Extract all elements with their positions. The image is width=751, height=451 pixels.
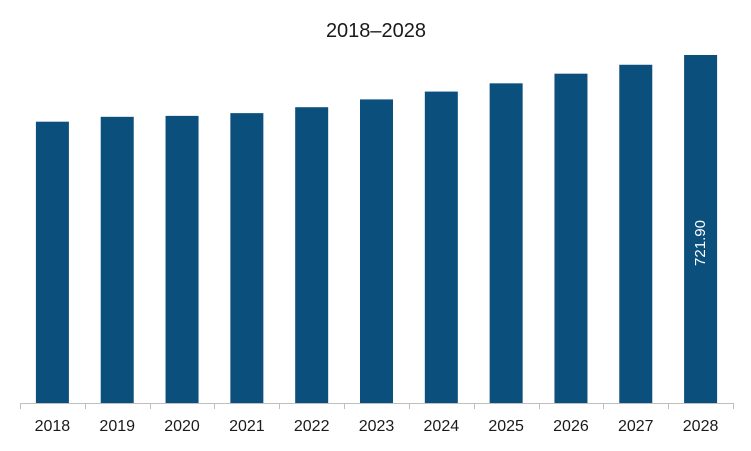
data-labels-group: 721.90 [692,220,709,266]
x-tick-label-2027: 2027 [618,418,654,435]
bar-2025 [489,83,523,404]
bar-2024 [424,91,458,404]
bar-2019 [100,116,134,404]
x-axis-ticks [20,403,734,409]
x-tick-label-2025: 2025 [488,418,524,435]
bar-2020 [165,115,199,403]
x-tick-label-2024: 2024 [424,418,460,435]
bar-2021 [230,113,264,404]
x-tick-label-2026: 2026 [553,418,589,435]
x-tick-label-2028: 2028 [683,418,719,435]
bar-2028 [684,55,718,403]
bar-2027 [619,64,653,403]
data-label-2028: 721.90 [692,220,709,266]
bars-group [35,55,718,404]
bar-2026 [554,73,588,404]
x-tick-label-2023: 2023 [359,418,395,435]
bar-2023 [360,99,393,404]
x-tick-label-2021: 2021 [229,418,265,435]
chart-title: 2018–2028 [326,20,426,42]
x-tick-label-2020: 2020 [164,418,200,435]
x-tick-label-2018: 2018 [35,418,71,435]
bar-2022 [295,107,329,403]
x-axis-tick-labels: 2018 2019 2020 2021 2022 2023 2024 2025 2026 2027… [35,418,719,435]
bar-2018 [35,121,69,404]
x-tick-label-2022: 2022 [294,418,330,435]
x-tick-label-2019: 2019 [99,418,135,435]
